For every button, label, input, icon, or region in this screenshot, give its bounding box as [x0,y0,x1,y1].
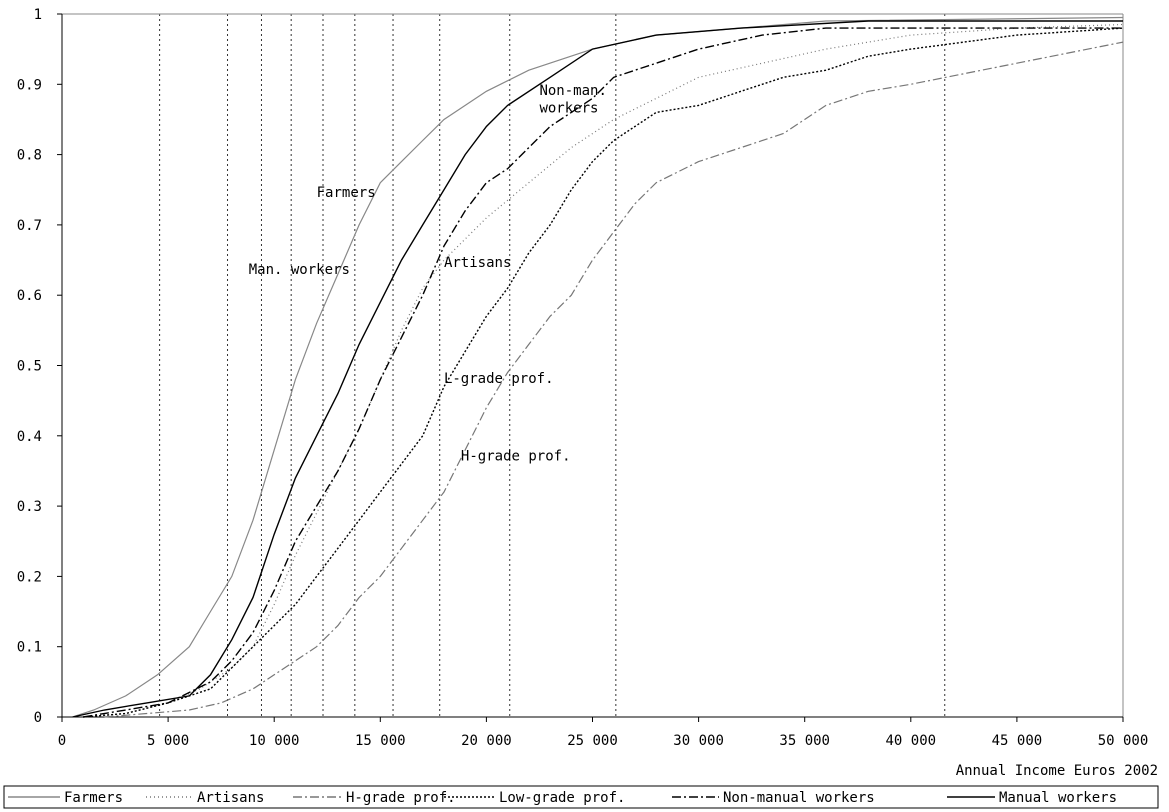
axes: 00.10.20.30.40.50.60.70.80.910 5 000 10 00… [17,7,1149,749]
y-tick-label: 0.1 [17,640,42,656]
series-line-non-manual-workers [83,27,1123,718]
legend-label: Low-grade prof. [499,790,625,806]
y-tick-label: 0.6 [17,288,42,304]
x-tick-label: 40 000 [886,733,937,749]
series-line-manual-workers [72,20,1123,718]
x-tick-label: 5 000 [147,733,189,749]
x-tick-label: 45 000 [992,733,1043,749]
y-tick-label: 0.5 [17,359,42,375]
legend-label: H-grade prof. [346,790,456,806]
y-tick-label: 0.4 [17,429,42,445]
y-tick-label: 1 [34,7,42,23]
y-tick-label: 0.2 [17,569,42,585]
legend-label: Artisans [197,790,264,806]
series-line-h-grade-prof [104,41,1124,718]
annotations: Farmers Man. workers Non-man.workers Artisa… [249,83,607,465]
annotation-label: Farmers [317,185,376,201]
annotation-label: Man. workers [249,262,350,278]
legend-label: Farmers [64,790,123,806]
y-tick-label: 0.7 [17,218,42,234]
y-tick-label: 0.3 [17,499,42,515]
y-tick-label: 0.8 [17,148,42,164]
y-tick-label: 0.9 [17,77,42,93]
annotation-label: Non-man. [539,83,606,99]
x-tick-label: 15 000 [355,733,406,749]
annotation-label: workers [539,100,598,116]
legend-box [3,785,1159,809]
x-tick-label: 35 000 [779,733,830,749]
annotation-label: L-grade prof. [444,371,554,387]
x-tick-label: 0 [58,733,66,749]
y-tick-label: 0 [34,710,42,726]
x-tick-label: 30 000 [673,733,724,749]
annotation-label: Artisans [444,255,511,271]
legend-label: Manual workers [999,790,1117,806]
series-line-low-grade-prof [83,27,1124,718]
legend-label: Non-manual workers [723,790,875,806]
x-axis-label: Annual Income Euros 2002 [956,763,1158,779]
legend: Farmers Artisans H-grade prof. Low-grade pr… [3,785,1159,809]
reference-lines [159,14,946,717]
series-line-artisans [83,23,1124,718]
series-lines [72,16,1124,718]
annotation-label: H-grade prof. [461,448,571,464]
x-tick-label: 25 000 [567,733,618,749]
x-tick-label: 20 000 [461,733,512,749]
x-tick-label: 50 000 [1098,733,1149,749]
x-tick-label: 10 000 [249,733,300,749]
series-line-farmers [72,16,1124,718]
